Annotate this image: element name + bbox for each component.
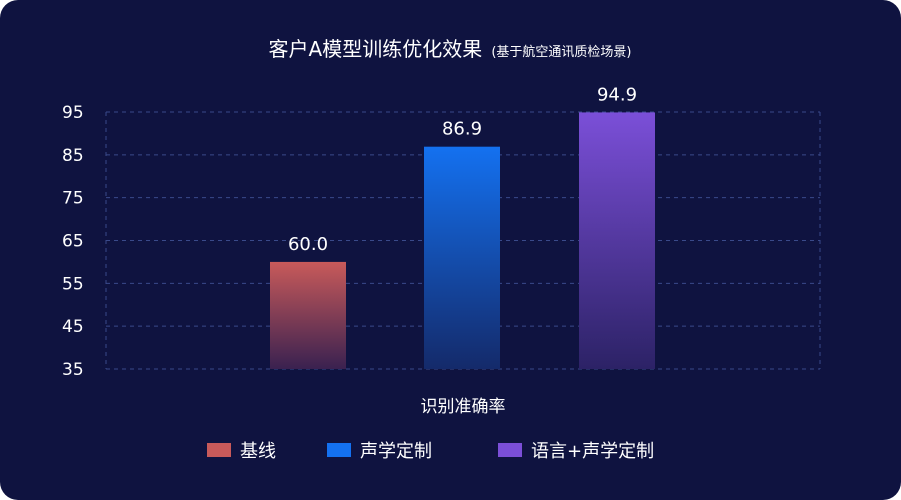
bar-value-label: 86.9 [442,119,482,140]
bar-value-label: 94.9 [597,84,637,105]
y-tick-label: 85 [62,146,84,166]
legend-swatch [498,443,522,457]
legend-label: 语言+声学定制 [531,441,654,462]
gridlines [106,111,820,370]
bar [579,112,655,369]
bar [424,146,500,369]
y-tick-label: 55 [62,274,84,294]
bars [270,112,655,369]
chart-subtitle: (基于航空通讯质检场景) [491,44,631,60]
y-tick-label: 35 [62,360,84,380]
legend-swatch [327,443,351,457]
legend-swatch [207,443,231,457]
y-tick-label: 45 [62,317,84,337]
x-axis-label: 识别准确率 [421,397,506,417]
chart-title-group: 客户A模型训练优化效果 (基于航空通讯质检场景) [269,37,632,61]
legend-label: 声学定制 [360,441,432,462]
y-tick-labels: 35 45 55 65 75 85 95 [62,103,84,380]
bar-value-labels: 60.0 86.9 94.9 [288,84,637,254]
y-tick-label: 95 [62,103,84,123]
legend: 基线 声学定制 语言+声学定制 [207,441,654,462]
bar-value-label: 60.0 [288,234,328,255]
legend-label: 基线 [240,441,276,462]
y-tick-label: 65 [62,232,84,252]
y-tick-label: 75 [62,189,84,209]
bar [270,261,346,369]
chart-title: 客户A模型训练优化效果 [269,37,483,61]
